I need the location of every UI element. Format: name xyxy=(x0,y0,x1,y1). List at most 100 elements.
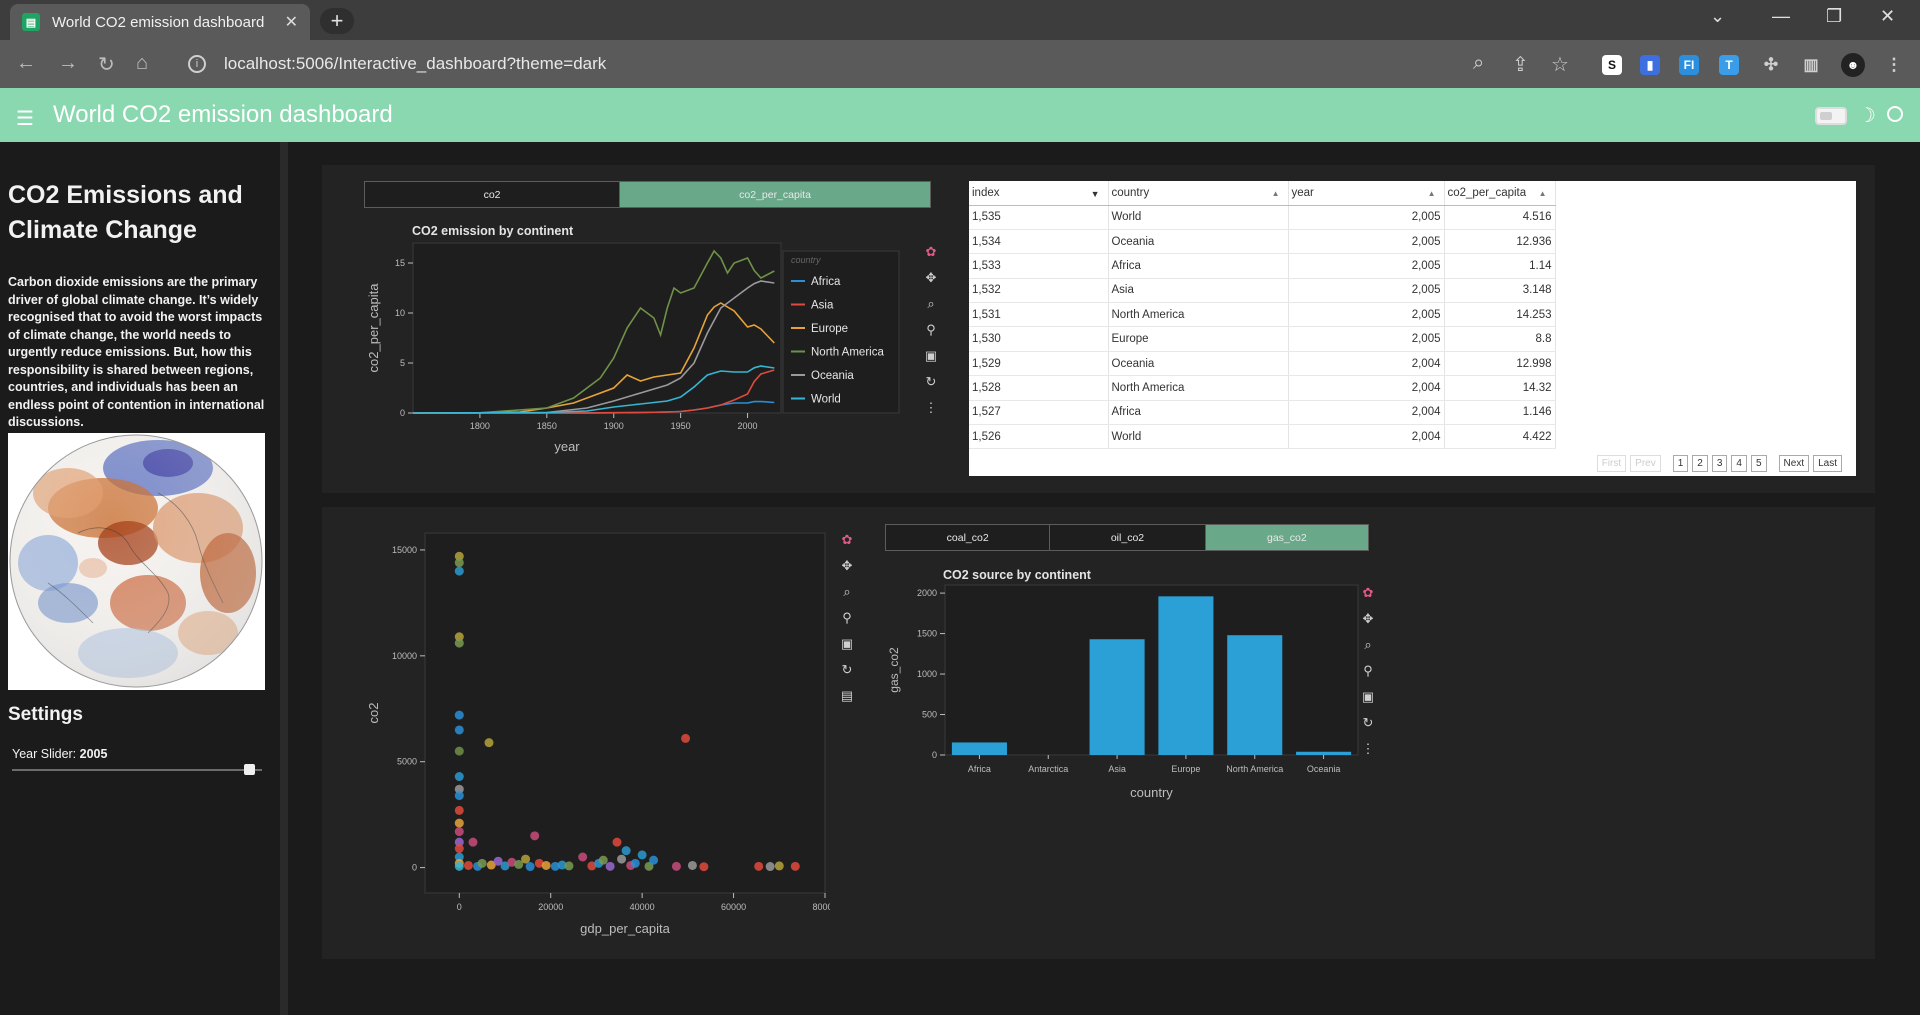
share-icon[interactable]: ⇪ xyxy=(1512,54,1529,76)
save-tool-icon[interactable]: ▣ xyxy=(1361,689,1375,704)
sort-icon[interactable]: ▲ xyxy=(1427,189,1436,198)
scatter-point xyxy=(687,860,697,870)
page-2-button[interactable]: 2 xyxy=(1692,455,1708,472)
table-row[interactable]: 1,528 North America 2,004 14.32 xyxy=(969,375,1556,401)
page-3-button[interactable]: 3 xyxy=(1711,455,1728,472)
radio-co2-per-capita[interactable]: co2_per_capita xyxy=(620,182,930,207)
bokeh-logo-icon[interactable]: ✿ xyxy=(925,244,937,259)
pan-tool-icon[interactable]: ✥ xyxy=(925,270,937,285)
last-page-button[interactable]: Last xyxy=(1813,455,1842,472)
scatter-point xyxy=(454,725,464,735)
site-info-icon[interactable]: i xyxy=(188,55,206,73)
bar-chart[interactable]: 0 500 1000 1500 2000 Africa Antarctica Asia Euro… xyxy=(880,580,1360,810)
sidebar-scrollbar[interactable] xyxy=(280,142,288,1015)
forward-icon[interactable]: → xyxy=(58,52,78,74)
series-line-asia xyxy=(412,369,775,414)
moon-icon[interactable]: ☽ xyxy=(1858,105,1876,127)
line-chart[interactable]: 0 5 10 15 1800 1850 1900 1950 2000 year co2_per_ca… xyxy=(360,238,920,468)
table-row[interactable]: 1,531 North America 2,005 14.253 xyxy=(969,302,1556,328)
radio-coal-co2[interactable]: coal_co2 xyxy=(886,525,1051,550)
data-table: index ▼ country ▲ year ▲ co2_per_capita ▲ 1,… xyxy=(969,181,1856,476)
browser-tab[interactable]: ▤ World CO2 emission dashboard ✕ xyxy=(10,4,310,40)
back-icon[interactable]: ← xyxy=(16,52,36,74)
scatter-point xyxy=(454,818,464,828)
hamburger-menu-icon[interactable]: ☰ xyxy=(16,108,34,130)
prev-page-button[interactable]: Prev xyxy=(1630,455,1661,472)
browser-toolbar: ← → ↻ ⌂ i localhost:5006/Interactive_das… xyxy=(0,40,1920,88)
browser-menu-icon[interactable]: ⋮ xyxy=(1885,55,1903,74)
table-cell: 1.14 xyxy=(1444,253,1556,279)
scatter-chart[interactable]: 0 5000 10000 15000 0 20000 40000 60000 80000 gdp_… xyxy=(360,525,830,945)
theme-toggle[interactable] xyxy=(1815,107,1847,125)
reset-tool-icon[interactable]: ↻ xyxy=(925,374,937,389)
home-icon[interactable]: ⌂ xyxy=(136,52,149,74)
extension-bookmark-icon[interactable]: ▮ xyxy=(1640,55,1660,75)
table-row[interactable]: 1,535 World 2,005 4.516 xyxy=(969,205,1556,230)
page-1-button[interactable]: 1 xyxy=(1672,455,1689,472)
bookmark-star-icon[interactable]: ☆ xyxy=(1551,54,1569,76)
col-header-co2-per-capita[interactable]: co2_per_capita ▲ xyxy=(1444,181,1556,206)
reset-tool-icon[interactable]: ↻ xyxy=(1362,715,1374,730)
page-4-button[interactable]: 4 xyxy=(1731,455,1747,472)
box-zoom-icon[interactable]: ⌕ xyxy=(1364,637,1372,652)
hover-tool-icon[interactable]: ▤ xyxy=(840,688,854,703)
wheel-zoom-icon[interactable]: ⚲ xyxy=(926,322,936,337)
tab-search-icon[interactable]: ⌄ xyxy=(1710,6,1726,26)
minimize-icon[interactable]: — xyxy=(1772,6,1790,26)
radio-oil-co2[interactable]: oil_co2 xyxy=(1050,525,1206,550)
table-row[interactable]: 1,533 Africa 2,005 1.14 xyxy=(969,253,1556,279)
reload-icon[interactable]: ↻ xyxy=(98,54,115,76)
restore-icon[interactable]: ❐ xyxy=(1826,6,1843,26)
radio-co2[interactable]: co2 xyxy=(365,182,621,207)
table-cell: 1,528 xyxy=(969,375,1109,401)
col-header-year[interactable]: year ▲ xyxy=(1288,181,1445,206)
window-close-icon[interactable]: ✕ xyxy=(1880,6,1896,26)
sort-icon[interactable]: ▲ xyxy=(1538,189,1547,198)
wheel-zoom-icon[interactable]: ⚲ xyxy=(1363,663,1373,678)
table-row[interactable]: 1,530 Europe 2,005 8.8 xyxy=(969,326,1556,352)
extension-s-icon[interactable]: S xyxy=(1602,55,1622,75)
box-zoom-icon[interactable]: ⌕ xyxy=(843,584,851,599)
radio-gas-co2[interactable]: gas_co2 xyxy=(1205,525,1368,550)
pan-tool-icon[interactable]: ✥ xyxy=(1362,611,1374,626)
table-cell: 1,527 xyxy=(969,400,1109,426)
year-slider-handle[interactable] xyxy=(244,764,255,775)
bar-chart-toolbar: ✿ ✥ ⌕ ⚲ ▣ ↻ ⋮ xyxy=(1358,580,1378,762)
save-tool-icon[interactable]: ▣ xyxy=(840,636,854,651)
year-slider-track[interactable] xyxy=(12,769,262,771)
side-panel-icon[interactable]: ▥ xyxy=(1803,57,1819,74)
extensions-puzzle-icon[interactable]: ✣ xyxy=(1763,55,1779,74)
save-tool-icon[interactable]: ▣ xyxy=(924,348,938,363)
col-header-country[interactable]: country ▲ xyxy=(1108,181,1289,206)
new-tab-button[interactable]: + xyxy=(320,8,354,34)
page-5-button[interactable]: 5 xyxy=(1750,455,1767,472)
sort-icon[interactable]: ▲ xyxy=(1271,189,1280,198)
close-tab-icon[interactable]: ✕ xyxy=(284,14,298,31)
table-row[interactable]: 1,532 Asia 2,005 3.148 xyxy=(969,278,1556,304)
table-cell: 1,530 xyxy=(969,326,1109,352)
sort-desc-icon[interactable]: ▼ xyxy=(1090,189,1100,199)
address-url[interactable]: localhost:5006/Interactive_dashboard?the… xyxy=(224,54,607,73)
col-header-index[interactable]: index ▼ xyxy=(969,181,1109,206)
address-bar[interactable]: i localhost:5006/Interactive_dashboard?t… xyxy=(178,46,1458,82)
wheel-zoom-icon[interactable]: ⚲ xyxy=(842,610,852,625)
table-row[interactable]: 1,534 Oceania 2,005 12.936 xyxy=(969,229,1556,255)
table-row[interactable]: 1,527 Africa 2,004 1.146 xyxy=(969,400,1556,426)
table-row[interactable]: 1,529 Oceania 2,004 12.998 xyxy=(969,351,1556,377)
extension-translate-icon[interactable]: T xyxy=(1719,55,1739,75)
scatter-point xyxy=(484,738,494,748)
profile-avatar[interactable]: ☻ xyxy=(1841,53,1865,77)
reset-tool-icon[interactable]: ↻ xyxy=(841,662,853,677)
more-tools-icon[interactable]: ⋮ xyxy=(1361,741,1375,756)
table-row[interactable]: 1,526 World 2,004 4.422 xyxy=(969,424,1556,450)
zoom-icon[interactable]: ⌕ xyxy=(1473,52,1485,74)
scatter-point xyxy=(454,638,464,648)
pan-tool-icon[interactable]: ✥ xyxy=(841,558,853,573)
bokeh-logo-icon[interactable]: ✿ xyxy=(1362,585,1374,600)
more-tools-icon[interactable]: ⋮ xyxy=(924,400,938,415)
extension-fi-icon[interactable]: FI xyxy=(1679,55,1699,75)
bokeh-logo-icon[interactable]: ✿ xyxy=(841,532,853,547)
box-zoom-icon[interactable]: ⌕ xyxy=(927,296,935,311)
first-page-button[interactable]: First xyxy=(1596,455,1627,472)
next-page-button[interactable]: Next xyxy=(1778,455,1810,472)
